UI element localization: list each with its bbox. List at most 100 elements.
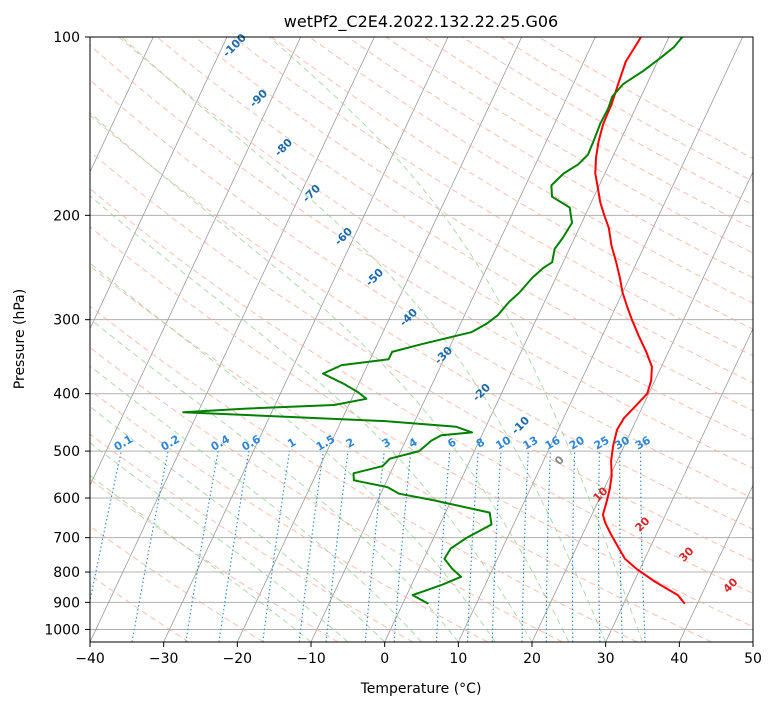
dry-adiabat	[119, 37, 775, 642]
adiabat-label: 0	[552, 453, 567, 468]
dry-adiabat	[348, 37, 775, 642]
x-tick-label: −20	[223, 651, 253, 667]
mixing-ratio-line	[436, 451, 449, 642]
y-tick-label: 1000	[44, 622, 80, 638]
mixing-ratio-label: 25	[592, 434, 612, 453]
dry-adiabat	[0, 37, 712, 642]
moist-adiabat	[0, 37, 532, 642]
mixing-ratio-label: 4	[407, 435, 420, 450]
mixing-ratio-line	[620, 451, 623, 642]
adiabat-label: 40	[721, 575, 741, 595]
x-tick-label: −30	[149, 651, 179, 667]
y-tick-label: 400	[53, 387, 80, 403]
dry-adiabat	[462, 37, 775, 642]
mixing-ratio-line	[186, 451, 218, 642]
isotherm-line	[385, 37, 669, 642]
dry-adiabat	[539, 37, 775, 642]
mixing-ratio-line	[219, 451, 249, 642]
moist-adiabat	[0, 37, 495, 642]
y-axis-label: Pressure (hPa)	[12, 289, 28, 389]
x-tick-label: 40	[670, 651, 688, 667]
dry-adiabat	[0, 37, 488, 642]
dry-adiabat	[0, 37, 338, 642]
x-tick-label: 0	[380, 651, 389, 667]
adiabat-label: -30	[432, 344, 455, 367]
mixing-ratio-label: 1	[285, 436, 298, 451]
adiabat-label: -20	[470, 381, 493, 404]
dry-adiabat	[0, 37, 189, 642]
y-tick-label: 200	[53, 208, 80, 224]
isotherm-line	[237, 37, 521, 642]
isotherm-line	[16, 37, 300, 642]
isotherm-line	[164, 37, 448, 642]
x-tick-label: 20	[523, 651, 541, 667]
mixing-ratio-label: 3	[380, 436, 393, 451]
adiabat-label: 30	[677, 544, 697, 564]
mixing-ratio-label: 16	[543, 433, 563, 452]
dry-adiabat	[0, 37, 775, 642]
mixing-ratio-line	[573, 451, 575, 642]
x-tick-label: −40	[75, 651, 105, 667]
mixing-ratio-line	[641, 451, 646, 642]
mixing-ratio-label: 0.6	[239, 432, 263, 453]
mixing-ratio-label: 36	[633, 433, 653, 452]
mixing-ratio-label: 0.1	[112, 433, 135, 454]
isotherm-line	[532, 37, 775, 642]
y-tick-label: 600	[53, 491, 80, 507]
mixing-ratio-line	[394, 451, 411, 642]
y-tick-label: 100	[53, 30, 80, 46]
isotherm-line	[458, 37, 742, 642]
mixing-ratio-line	[263, 451, 290, 642]
adiabat-label: -100	[220, 31, 249, 60]
adiabat-label: -40	[397, 306, 420, 329]
mixing-ratio-label: 0.4	[209, 432, 233, 453]
mixing-ratio-line	[599, 451, 600, 642]
adiabat-label: 20	[633, 514, 653, 534]
x-axis-label: Temperature (°C)	[360, 681, 482, 697]
y-tick-label: 300	[53, 313, 80, 329]
mixing-ratio-label: 0.2	[159, 433, 182, 454]
isotherm-line	[753, 37, 775, 642]
mixing-ratio-line	[326, 451, 348, 642]
adiabat-label: 10	[591, 484, 611, 504]
isotherm-line	[0, 37, 6, 642]
mixing-ratio-line	[546, 451, 550, 642]
mixing-ratio-line	[132, 451, 168, 642]
mixing-ratio-line	[468, 451, 479, 642]
mixing-ratio-line	[365, 451, 384, 642]
x-tick-label: 50	[744, 651, 762, 667]
adiabat-label: -80	[272, 136, 295, 159]
mixing-ratio-line	[82, 451, 122, 642]
x-tick-label: 10	[449, 651, 467, 667]
mixing-ratio-label: 6	[445, 435, 458, 450]
adiabat-label: -10	[509, 414, 532, 437]
mixing-ratio-label: 13	[521, 434, 541, 453]
dry-adiabat	[0, 37, 775, 642]
y-tick-label: 800	[53, 565, 80, 581]
adiabat-label: -90	[247, 87, 270, 110]
mixing-ratio-label: 10	[493, 433, 513, 452]
dry-adiabat	[0, 37, 775, 642]
moist-adiabat	[0, 37, 458, 642]
dry-adiabat	[0, 37, 637, 642]
mixing-ratio-label: 1.5	[314, 433, 337, 454]
moist-adiabat	[11, 37, 569, 642]
moist-adiabat	[269, 37, 642, 642]
dry-adiabat	[4, 37, 775, 642]
moist-adiabat	[122, 37, 606, 642]
moist-adiabat	[0, 37, 348, 642]
mixing-ratio-label: 2	[344, 436, 357, 451]
x-tick-label: 30	[597, 651, 615, 667]
y-tick-label: 500	[53, 444, 80, 460]
mixing-ratio-line	[492, 451, 501, 642]
y-tick-label: 900	[53, 595, 80, 611]
y-tick-label: 700	[53, 531, 80, 547]
dry-adiabat	[0, 37, 562, 642]
chart-title: wetPf2_C2E4.2022.132.22.25.G06	[284, 12, 558, 32]
dry-adiabat	[0, 37, 264, 642]
moist-adiabat	[0, 37, 311, 642]
isotherm-line	[90, 37, 374, 642]
adiabat-label: -70	[300, 182, 323, 205]
